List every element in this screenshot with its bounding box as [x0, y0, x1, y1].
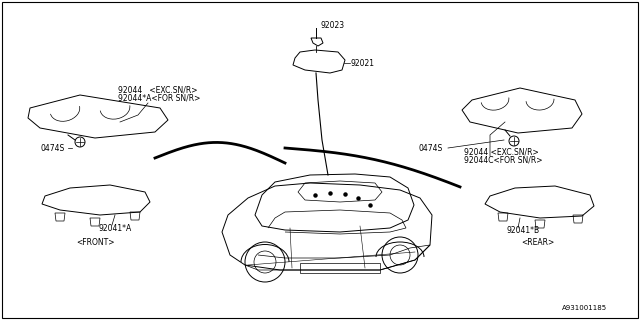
Text: 92044 <EXC.SN/R>: 92044 <EXC.SN/R>: [464, 148, 539, 156]
Text: 0474S: 0474S: [40, 143, 64, 153]
Text: 92044*A<FOR SN/R>: 92044*A<FOR SN/R>: [118, 93, 200, 102]
Text: 92021: 92021: [350, 59, 374, 68]
Text: 92044   <EXC.SN/R>: 92044 <EXC.SN/R>: [118, 85, 198, 94]
Text: 92044C<FOR SN/R>: 92044C<FOR SN/R>: [464, 156, 543, 164]
Text: 92041*A: 92041*A: [98, 223, 131, 233]
Text: A931001185: A931001185: [562, 305, 607, 311]
Bar: [300, 263, 380, 273]
Text: <FRONT>: <FRONT>: [76, 237, 115, 246]
Text: 92023: 92023: [320, 20, 344, 29]
Text: 92041*B: 92041*B: [506, 226, 539, 235]
Text: 0474S: 0474S: [418, 143, 442, 153]
Text: <REAR>: <REAR>: [522, 237, 555, 246]
